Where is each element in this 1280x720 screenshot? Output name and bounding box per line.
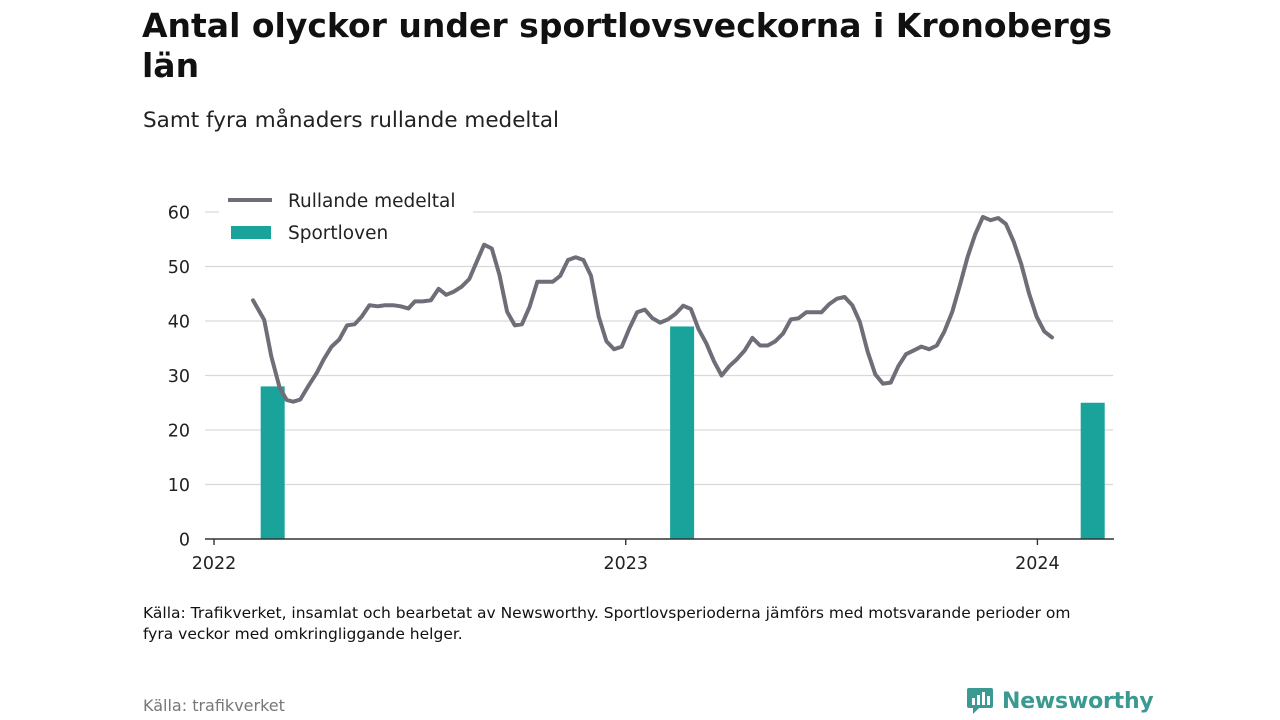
legend-bar-swatch: [231, 226, 271, 239]
newsworthy-logo-icon: [967, 688, 993, 714]
bar-sportloven: [260, 386, 285, 539]
axes: 0 10 20 30 40 50 60 2022 2023 2024: [168, 204, 1114, 574]
y-tick-label: 30: [168, 367, 190, 387]
bar-sportloven: [670, 326, 695, 539]
rolling-average-line: [251, 214, 1054, 404]
bars: [260, 326, 1105, 539]
legend: Rullande medeltal Sportloven: [219, 186, 473, 246]
brand-name: Newsworthy: [1002, 688, 1154, 714]
chart-subtitle: Samt fyra månaders rullande medeltal: [143, 108, 559, 133]
y-tick-label: 0: [179, 531, 190, 551]
gridlines: [205, 211, 1113, 486]
y-tick-label: 50: [168, 258, 190, 278]
y-tick-label: 60: [168, 204, 190, 224]
bar-sportloven: [1080, 402, 1105, 539]
y-tick-label: 10: [168, 476, 190, 496]
legend-label-rullande: Rullande medeltal: [288, 191, 456, 212]
line-series: [251, 214, 1054, 404]
legend-label-sportloven: Sportloven: [288, 223, 388, 244]
source-note: Källa: Trafikverket, insamlat och bearbe…: [143, 604, 1071, 643]
x-tick-label: 2022: [192, 554, 237, 574]
credit-text: Källa: trafikverket: [143, 696, 285, 715]
brand-logo[interactable]: Newsworthy: [966, 686, 1154, 716]
x-tick-label: 2024: [1015, 554, 1060, 574]
y-tick-label: 20: [168, 422, 190, 442]
y-tick-label: 40: [168, 313, 190, 333]
x-tick-label: 2023: [603, 554, 648, 574]
chart-title: Antal olyckor under sportlovsveckorna i …: [142, 6, 1113, 85]
